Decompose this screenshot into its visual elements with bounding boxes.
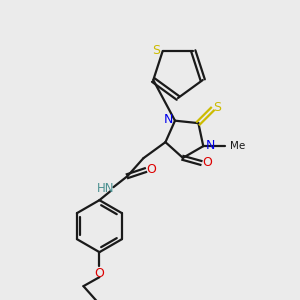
Text: O: O	[94, 267, 104, 280]
Text: O: O	[202, 156, 212, 170]
Text: S: S	[152, 44, 160, 58]
Text: O: O	[146, 163, 156, 176]
Text: N: N	[206, 139, 215, 152]
Text: N: N	[163, 113, 173, 126]
Text: S: S	[213, 100, 221, 114]
Text: HN: HN	[97, 182, 114, 195]
Text: Me: Me	[230, 141, 245, 151]
